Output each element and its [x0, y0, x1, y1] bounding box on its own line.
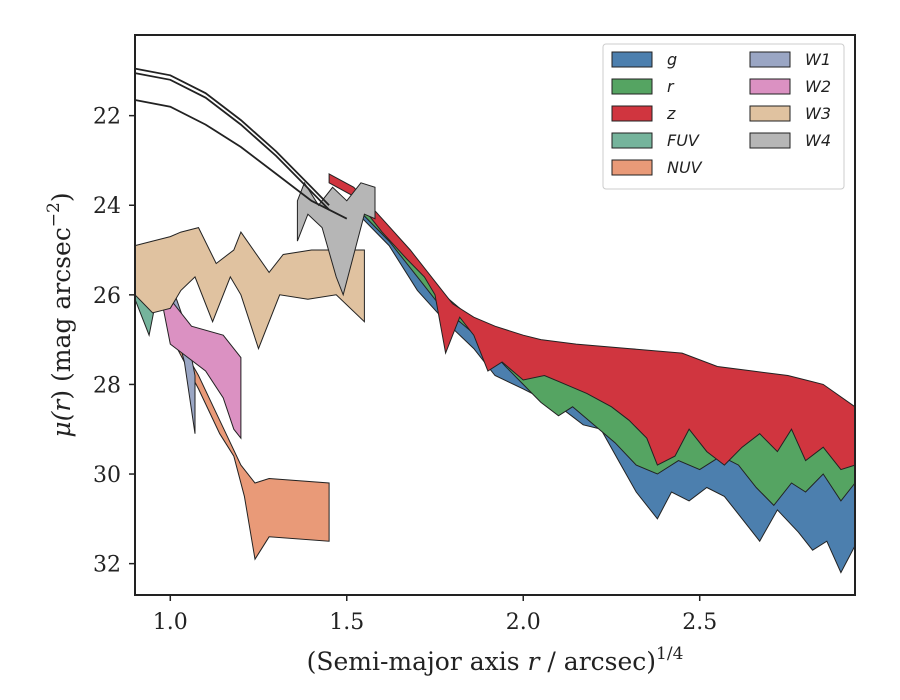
- legend-swatch-w3: [749, 105, 791, 122]
- band-w3: [134, 227, 365, 351]
- legend-swatch-w4: [749, 132, 791, 149]
- model-curves: [134, 67, 348, 220]
- legend-swatch-r: [611, 78, 653, 95]
- band-areas: [134, 173, 856, 574]
- legend-label-w4: W4: [805, 131, 831, 150]
- legend-swatch-w2: [749, 78, 791, 95]
- legend-label-r: r: [667, 77, 675, 96]
- legend-swatch-nuv: [611, 159, 653, 176]
- plot-frame: [134, 34, 856, 596]
- x-tick-label: 1.0: [153, 610, 188, 635]
- x-tick-label: 2.5: [682, 610, 717, 635]
- legend-label-fuv: FUV: [667, 131, 700, 150]
- x-axis-label: (Semi-major axis r / arcsec)1/4: [307, 644, 684, 676]
- band-w4: [296, 181, 376, 297]
- legend-swatch-g: [611, 51, 653, 68]
- x-tick-label: 1.5: [329, 610, 364, 635]
- band-w2: [152, 249, 242, 440]
- legend-entries: grz FUV NUV W1 W2 W3 W4: [611, 50, 831, 177]
- y-tick-label: 32: [93, 553, 121, 578]
- y-axis-label: μ(r) (mag arcsec−2): [44, 192, 76, 437]
- legend: grz FUV NUV W1 W2 W3 W4: [602, 43, 845, 190]
- band-nuv: [169, 324, 330, 561]
- y-tick-label: 22: [93, 105, 121, 130]
- legend-label-g: g: [667, 50, 677, 69]
- legend-label-w3: W3: [805, 104, 831, 123]
- legend-swatch-fuv: [611, 132, 653, 149]
- legend-swatch-z: [611, 105, 653, 122]
- legend-label-w1: W1: [805, 50, 831, 69]
- model-curve-2: [134, 72, 330, 211]
- legend-label-w2: W2: [805, 77, 831, 96]
- x-axis-ticks: 1.0 1.5 2.0 2.5: [153, 595, 717, 635]
- legend-label-nuv: NUV: [667, 158, 703, 177]
- legend-swatch-w1: [749, 51, 791, 68]
- y-tick-label: 28: [93, 373, 121, 398]
- y-axis-ticks: 22 24 26 28 30 32: [93, 105, 135, 578]
- band-z: [328, 173, 856, 471]
- x-tick-label: 2.0: [506, 610, 541, 635]
- model-curve-1: [134, 67, 330, 206]
- y-tick-label: 24: [93, 194, 121, 219]
- y-tick-label: 30: [93, 463, 121, 488]
- y-tick-label: 26: [93, 284, 121, 309]
- model-curve-3: [134, 99, 348, 220]
- legend-label-z: z: [666, 104, 676, 123]
